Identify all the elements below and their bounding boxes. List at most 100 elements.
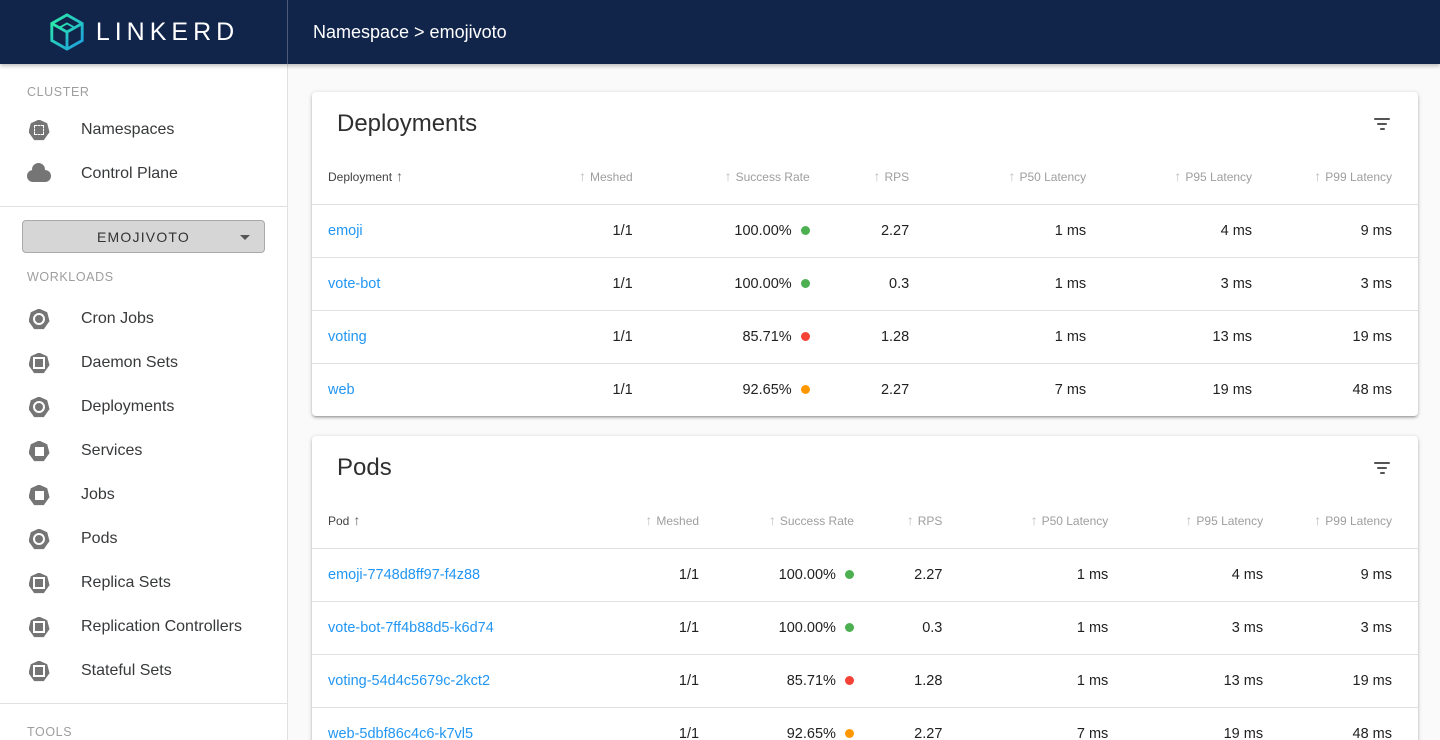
sidebar-item-control-plane[interactable]: Control Plane (0, 152, 287, 196)
column-header-deployment[interactable]: Deployment ↑ (312, 148, 556, 205)
breadcrumb: Namespace > emojivoto (313, 21, 507, 42)
meshed-value: 1/1 (678, 566, 700, 583)
sidebar-item-stateful-sets[interactable]: Stateful Sets (0, 649, 287, 693)
filter-icon[interactable] (1368, 112, 1396, 136)
pods-table: Pod ↑ ↑ Meshed ↑ Success Rate ↑ RPS ↑ P50 Latency… (312, 492, 1418, 740)
table-row: voting-54d4c5679c-2kct2 1/1 85.71% 1.28 1 ms… (312, 653, 1418, 707)
column-header-pod[interactable]: Pod ↑ (312, 492, 622, 549)
sort-arrow-icon: ↑ (579, 167, 587, 184)
sidebar-item-replication-controllers[interactable]: Replication Controllers (0, 605, 287, 649)
p99-latency-value: 48 ms (1263, 706, 1418, 740)
deployments-icon (28, 396, 50, 418)
daemon-sets-icon (28, 352, 50, 374)
column-header-p99-latency[interactable]: ↑ P99 Latency (1252, 148, 1418, 205)
rps-value: 2.27 (880, 222, 910, 239)
table-row: voting 1/1 85.71% 1.28 1 ms 13 ms 19 ms (312, 309, 1418, 363)
table-header-row: Deployment ↑ ↑ Meshed ↑ Success Rate ↑ RPS ↑ P50 … (312, 148, 1418, 205)
success-rate-value: 92.65% (786, 725, 836, 740)
sidebar-divider (0, 703, 287, 704)
column-header-p50-latency[interactable]: ↑ P50 Latency (909, 148, 1087, 205)
column-header-p50-latency[interactable]: ↑ P50 Latency (942, 492, 1109, 549)
status-dot (800, 332, 810, 342)
p50-latency-value: 7 ms (942, 706, 1109, 740)
sort-arrow-icon: ↑ (1174, 167, 1182, 184)
sidebar-item-jobs[interactable]: Jobs (0, 473, 287, 517)
column-header-rps[interactable]: ↑ RPS (809, 148, 910, 205)
success-rate-value: 100.00% (734, 222, 792, 239)
pods-card: Pods Pod ↑ ↑ Meshed ↑ Success Rate ↑ RPS ↑ P50 La… (312, 436, 1418, 740)
replica-sets-icon (28, 572, 50, 594)
sidebar-item-cron-jobs[interactable]: Cron Jobs (0, 297, 287, 341)
column-header-success-rate[interactable]: ↑ Success Rate (699, 492, 854, 549)
deployments-table: Deployment ↑ ↑ Meshed ↑ Success Rate ↑ RPS ↑ P50 … (312, 148, 1418, 416)
sort-arrow-icon: ↑ (1030, 511, 1038, 528)
meshed-value: 1/1 (612, 222, 633, 239)
rps-value: 2.27 (914, 566, 943, 583)
status-dot (844, 570, 854, 580)
sort-arrow-icon: ↑ (906, 511, 914, 528)
status-dot (844, 623, 854, 633)
sidebar-item-pods[interactable]: Pods (0, 517, 287, 561)
resource-link[interactable]: vote-bot-7ff4b88d5-k6d74 (328, 619, 494, 636)
success-rate-value: 100.00% (734, 275, 792, 292)
linkerd-logo[interactable]: LINKERD (0, 0, 288, 64)
p95-latency-value: 3 ms (1086, 256, 1253, 310)
resource-link[interactable]: voting-54d4c5679c-2kct2 (328, 672, 491, 689)
column-header-p99-latency[interactable]: ↑ P99 Latency (1263, 492, 1418, 549)
deployments-card: Deployments Deployment ↑ ↑ Meshed ↑ Success R… (312, 92, 1418, 416)
p99-latency-value: 19 ms (1252, 309, 1418, 363)
control-plane-cloud-icon (27, 163, 51, 182)
chevron-down-icon (240, 235, 250, 240)
cluster-section-label: CLUSTER (27, 85, 90, 99)
p50-latency-value: 1 ms (1054, 222, 1087, 239)
success-rate-value: 100.00% (778, 619, 836, 636)
sort-arrow-icon: ↑ (353, 511, 361, 528)
success-rate-value: 100.00% (778, 566, 836, 583)
sidebar: CLUSTER Namespaces Control Plane EMOJIVO… (0, 64, 288, 740)
table-row: web 1/1 92.65% 2.27 7 ms 19 ms 48 ms (312, 362, 1418, 416)
success-rate-value: 85.71% (786, 672, 836, 689)
p95-latency-value: 19 ms (1086, 362, 1253, 416)
sort-arrow-icon: ↑ (396, 167, 404, 184)
column-header-rps[interactable]: ↑ RPS (853, 492, 943, 549)
success-rate-value: 85.71% (742, 328, 792, 345)
column-header-meshed[interactable]: ↑ Meshed (555, 148, 633, 205)
status-dot (844, 676, 854, 686)
resource-link[interactable]: voting (328, 328, 367, 345)
p99-latency-value: 3 ms (1252, 256, 1418, 310)
resource-link[interactable]: emoji-7748d8ff97-f4z88 (328, 566, 481, 583)
sidebar-item-services[interactable]: Services (0, 429, 287, 473)
resource-link[interactable]: web (328, 381, 355, 398)
table-header-row: Pod ↑ ↑ Meshed ↑ Success Rate ↑ RPS ↑ P50 Latency… (312, 492, 1418, 549)
column-header-p95-latency[interactable]: ↑ P95 Latency (1086, 148, 1253, 205)
resource-link[interactable]: web-5dbf86c4c6-k7vl5 (328, 725, 474, 740)
meshed-value: 1/1 (621, 706, 700, 740)
table-row: vote-bot 1/1 100.00% 0.3 1 ms 3 ms 3 ms (312, 256, 1418, 310)
column-header-success-rate[interactable]: ↑ Success Rate (632, 148, 810, 205)
column-header-meshed[interactable]: ↑ Meshed (621, 492, 700, 549)
p99-latency-value: 9 ms (1360, 566, 1392, 583)
resource-link[interactable]: emoji (328, 222, 363, 239)
meshed-value: 1/1 (555, 256, 633, 310)
sidebar-item-daemon-sets[interactable]: Daemon Sets (0, 341, 287, 385)
status-dot (800, 279, 810, 289)
sidebar-item-replica-sets[interactable]: Replica Sets (0, 561, 287, 605)
rps-value: 2.27 (853, 706, 943, 740)
p50-latency-value: 1 ms (909, 256, 1087, 310)
top-app-bar: LINKERD Namespace > emojivoto (0, 0, 1440, 64)
filter-icon[interactable] (1368, 456, 1396, 480)
p95-latency-value: 4 ms (1220, 222, 1253, 239)
column-header-p95-latency[interactable]: ↑ P95 Latency (1108, 492, 1264, 549)
meshed-value: 1/1 (621, 600, 700, 654)
p95-latency-value: 19 ms (1108, 706, 1264, 740)
p99-latency-value: 9 ms (1360, 222, 1392, 239)
sidebar-item-namespaces[interactable]: Namespaces (0, 108, 287, 152)
rps-value: 0.3 (853, 600, 943, 654)
rps-value: 1.28 (853, 653, 943, 707)
sidebar-item-deployments[interactable]: Deployments (0, 385, 287, 429)
resource-link[interactable]: vote-bot (328, 275, 381, 292)
table-row: emoji 1/1 100.00% 2.27 1 ms 4 ms 9 ms (312, 204, 1418, 257)
namespace-selector[interactable]: EMOJIVOTO (22, 220, 265, 253)
namespaces-icon (28, 119, 50, 141)
pods-icon (28, 528, 50, 550)
